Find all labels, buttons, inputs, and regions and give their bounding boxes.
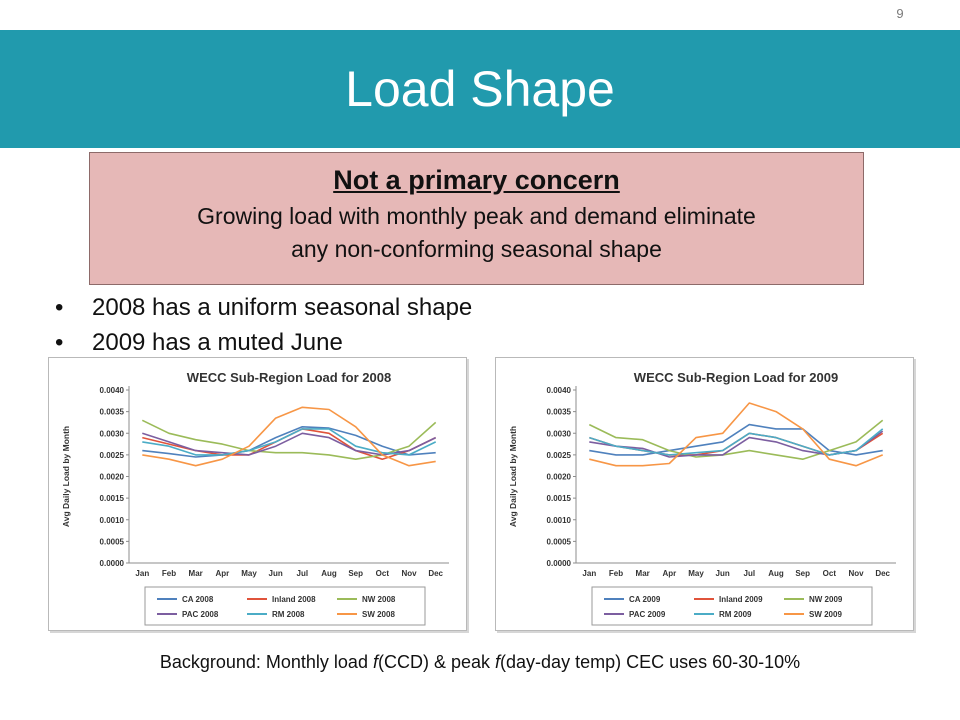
y-tick-label: 0.0010: [547, 516, 572, 525]
legend-box: [144, 586, 426, 626]
legend-label: NW 2008: [362, 595, 396, 604]
legend-label: PAC 2009: [629, 610, 666, 619]
y-tick-label: 0.0000: [100, 559, 125, 568]
y-tick-label: 0.0030: [547, 429, 572, 438]
chart-title: WECC Sub-Region Load for 2008: [187, 370, 391, 385]
footer-note: Background: Monthly load f(CCD) & peak f…: [0, 652, 960, 673]
y-tick-label: 0.0015: [547, 494, 572, 503]
y-axis-label: Avg Daily Load by Month: [508, 426, 518, 527]
chart-svg: WECC Sub-Region Load for 2008 Avg Daily L…: [61, 370, 449, 626]
legend-label: RM 2009: [719, 610, 752, 619]
x-tick-label: Apr: [662, 569, 676, 578]
bullet-list: • 2008 has a uniform seasonal shape • 2009…: [55, 290, 472, 360]
x-tick-label: Sep: [795, 569, 810, 578]
x-tick-label: Jun: [716, 569, 730, 578]
x-tick-label: Oct: [376, 569, 390, 578]
legend-box: [591, 586, 873, 626]
legend-label: RM 2008: [272, 610, 305, 619]
callout-line-1: Growing load with monthly peak and deman…: [197, 203, 756, 229]
y-tick-label: 0.0035: [547, 408, 572, 417]
footer-f-1: f: [372, 652, 378, 672]
legend-label: PAC 2008: [182, 610, 219, 619]
series-line: [589, 402, 883, 467]
x-tick-label: Dec: [875, 569, 890, 578]
x-tick-label: Nov: [848, 569, 864, 578]
x-tick-label: Mar: [636, 569, 650, 578]
y-axis-label: Avg Daily Load by Month: [61, 426, 71, 527]
y-tick-label: 0.0025: [100, 451, 125, 460]
footer-text-1: Background: Monthly load: [159, 652, 373, 672]
y-tick-label: 0.0040: [100, 386, 125, 395]
callout-body: Growing load with monthly peak and deman…: [110, 200, 843, 266]
footer-text-3: (day-day temp) CEC uses 60-30-10%: [500, 652, 801, 672]
y-tick-label: 0.0030: [100, 429, 125, 438]
y-tick-label: 0.0040: [547, 386, 572, 395]
x-tick-label: Apr: [215, 569, 229, 578]
callout-box: Not a primary concern Growing load with …: [89, 152, 864, 285]
bullet-text: 2009 has a muted June: [92, 329, 343, 356]
bullet-text: 2008 has a uniform seasonal shape: [92, 294, 473, 321]
y-tick-label: 0.0005: [100, 537, 125, 546]
x-tick-label: Jan: [135, 569, 149, 578]
legend-label: Inland 2009: [719, 595, 763, 604]
bullet-item: • 2009 has a muted June: [55, 325, 472, 360]
callout-line-2: any non-conforming seasonal shape: [291, 236, 662, 262]
y-tick-label: 0.0000: [547, 559, 572, 568]
chart-2009: WECC Sub-Region Load for 2009 Avg Daily L…: [495, 357, 914, 631]
legend-label: CA 2008: [182, 595, 214, 604]
x-tick-label: Oct: [823, 569, 837, 578]
x-tick-label: Dec: [428, 569, 443, 578]
y-tick-label: 0.0005: [547, 537, 572, 546]
series-line: [142, 426, 436, 458]
series-line: [142, 428, 437, 456]
callout-heading: Not a primary concern: [333, 165, 620, 195]
bullet-dot-icon: •: [55, 329, 64, 356]
x-tick-label: Feb: [609, 569, 623, 578]
footer-f-2: f: [495, 652, 501, 672]
x-tick-label: Mar: [189, 569, 203, 578]
series-line: [142, 428, 437, 460]
x-tick-label: Aug: [768, 569, 784, 578]
legend-label: SW 2008: [362, 610, 395, 619]
slide-title: Load Shape: [345, 61, 615, 117]
series-line: [142, 406, 436, 467]
x-tick-label: Jul: [744, 569, 756, 578]
x-tick-label: Aug: [321, 569, 337, 578]
x-tick-label: May: [241, 569, 257, 578]
y-tick-label: 0.0015: [100, 494, 125, 503]
bullet-dot-icon: •: [55, 294, 64, 321]
series-line: [589, 423, 883, 456]
x-tick-label: Nov: [401, 569, 417, 578]
legend-label: CA 2009: [629, 595, 661, 604]
y-tick-label: 0.0035: [100, 408, 125, 417]
y-tick-label: 0.0025: [547, 451, 572, 460]
x-tick-label: Feb: [162, 569, 176, 578]
series-line: [142, 432, 437, 456]
chart-svg: WECC Sub-Region Load for 2009 Avg Daily L…: [508, 370, 896, 626]
chart-2008: WECC Sub-Region Load for 2008 Avg Daily L…: [48, 357, 467, 631]
bullet-item: • 2008 has a uniform seasonal shape: [55, 290, 472, 325]
y-tick-label: 0.0020: [100, 473, 125, 482]
y-tick-label: 0.0010: [100, 516, 125, 525]
series-line: [588, 419, 884, 460]
legend-label: NW 2009: [809, 595, 843, 604]
footer-text-2: (CCD) & peak: [377, 652, 496, 672]
legend-label: SW 2009: [809, 610, 842, 619]
title-banner: Load Shape: [0, 30, 960, 148]
x-tick-label: Sep: [348, 569, 363, 578]
series-line: [589, 428, 884, 456]
x-tick-label: Jun: [269, 569, 283, 578]
slide-number: 9: [896, 6, 904, 21]
y-tick-label: 0.0020: [547, 473, 572, 482]
x-tick-label: Jul: [297, 569, 309, 578]
x-tick-label: May: [688, 569, 704, 578]
x-tick-label: Jan: [582, 569, 596, 578]
legend-label: Inland 2008: [272, 595, 316, 604]
chart-title: WECC Sub-Region Load for 2009: [634, 370, 838, 385]
